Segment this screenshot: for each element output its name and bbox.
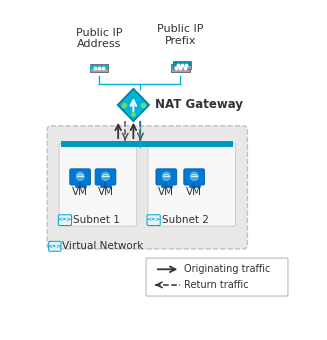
FancyBboxPatch shape [148, 143, 235, 226]
Text: VM: VM [97, 187, 113, 197]
Polygon shape [118, 89, 149, 121]
Text: Public IP
Address: Public IP Address [76, 28, 122, 49]
Bar [61, 141, 233, 147]
Text: Public IP
Prefix: Public IP Prefix [157, 24, 203, 46]
Text: VM: VM [158, 187, 174, 197]
Circle shape [190, 172, 198, 181]
Text: <•>: <•> [47, 244, 62, 249]
FancyBboxPatch shape [90, 65, 109, 72]
Text: Originating traffic: Originating traffic [184, 264, 270, 274]
Circle shape [76, 172, 84, 181]
FancyBboxPatch shape [173, 62, 191, 66]
FancyBboxPatch shape [147, 215, 160, 225]
FancyBboxPatch shape [95, 169, 116, 185]
Text: VM: VM [186, 187, 202, 197]
FancyBboxPatch shape [171, 65, 190, 72]
Text: VM: VM [72, 187, 88, 197]
FancyBboxPatch shape [184, 169, 205, 185]
Text: Return traffic: Return traffic [184, 280, 249, 290]
Text: Subnet 2: Subnet 2 [162, 215, 209, 225]
FancyBboxPatch shape [146, 258, 288, 296]
Text: NAT Gateway: NAT Gateway [155, 99, 243, 112]
FancyBboxPatch shape [171, 65, 189, 69]
FancyBboxPatch shape [47, 126, 248, 249]
FancyBboxPatch shape [173, 62, 191, 69]
Circle shape [162, 172, 170, 181]
Text: Virtual Network: Virtual Network [62, 241, 143, 251]
FancyBboxPatch shape [156, 169, 177, 185]
Text: <•>: <•> [146, 218, 161, 223]
FancyBboxPatch shape [58, 215, 72, 225]
FancyBboxPatch shape [70, 169, 91, 185]
FancyBboxPatch shape [59, 143, 137, 226]
FancyBboxPatch shape [90, 65, 108, 69]
Text: <•>: <•> [58, 218, 72, 223]
Circle shape [101, 172, 110, 181]
Text: Subnet 1: Subnet 1 [73, 215, 120, 225]
FancyBboxPatch shape [49, 241, 61, 251]
